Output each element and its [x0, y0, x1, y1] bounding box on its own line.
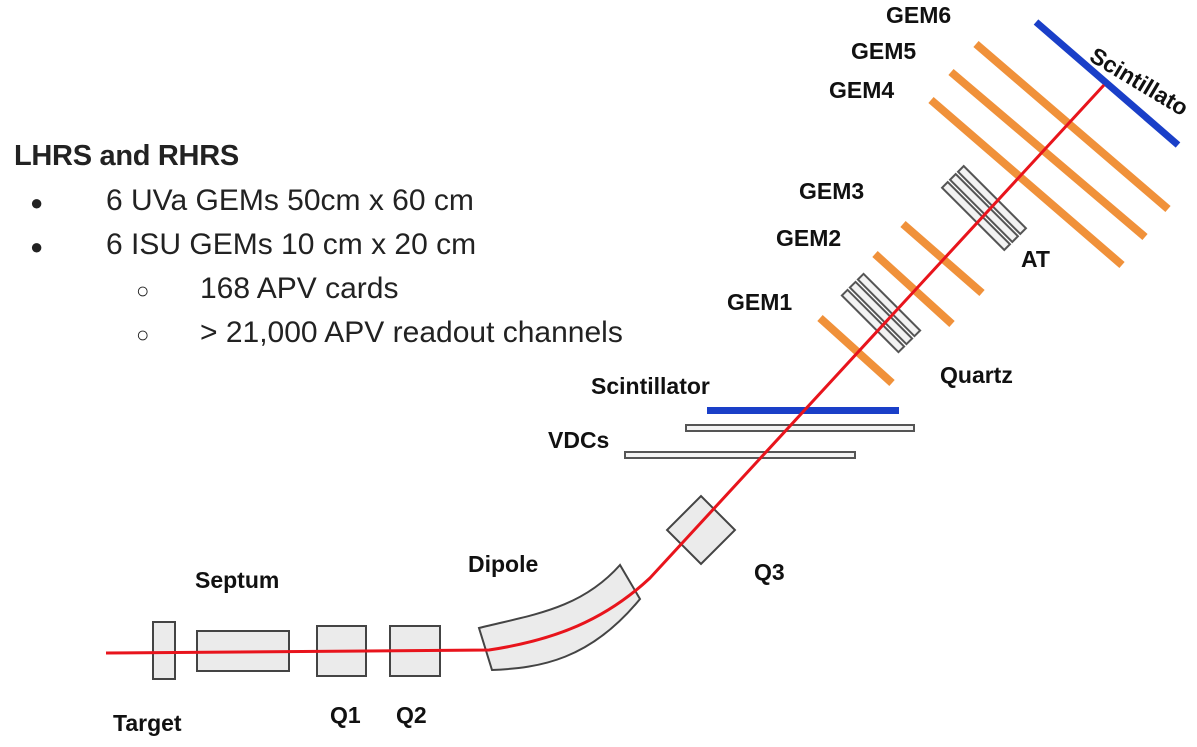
bullet-section: LHRS and RHRS ● 6 UVa GEMs 50cm x 60 cm …	[14, 140, 623, 349]
label-gem6: GEM6	[886, 2, 951, 28]
label-vdcs: VDCs	[548, 427, 609, 453]
label-dipole: Dipole	[468, 551, 538, 577]
gem2-plane	[872, 251, 955, 327]
section-heading: LHRS and RHRS	[14, 140, 239, 172]
label-target: Target	[113, 710, 182, 736]
label-scintillator-lower: Scintillator	[591, 373, 710, 399]
sub-bullet-text: > 21,000 APV readout channels	[200, 316, 623, 349]
scintillator-upper	[1033, 19, 1181, 148]
label-at: AT	[1021, 246, 1050, 272]
sub-bullet-text: 168 APV cards	[200, 272, 399, 305]
bullet-text: 6 UVa GEMs 50cm x 60 cm	[106, 184, 474, 217]
bullet-text: 6 ISU GEMs 10 cm x 20 cm	[106, 228, 477, 261]
sub-bullet-marker: ○	[136, 322, 150, 347]
label-q3: Q3	[754, 559, 785, 585]
gem1-plane	[817, 315, 895, 386]
sub-bullet-marker: ○	[136, 278, 150, 303]
q3-magnet	[665, 494, 737, 566]
label-gem2: GEM2	[776, 225, 841, 251]
label-septum: Septum	[195, 567, 279, 593]
label-gem4: GEM4	[829, 77, 894, 103]
bullet-marker: ●	[30, 190, 44, 215]
gem5-plane	[948, 68, 1148, 241]
label-gem1: GEM1	[727, 289, 792, 315]
beam-path	[105, 83, 1106, 655]
label-q1: Q1	[330, 702, 361, 728]
label-gem3: GEM3	[799, 178, 864, 204]
gem4-plane	[928, 96, 1125, 269]
at-detector	[940, 164, 1028, 252]
bullet-marker: ●	[30, 234, 44, 259]
quartz-detector	[840, 272, 922, 354]
vdc-plane-lower	[624, 451, 856, 459]
vdc-plane-upper	[685, 424, 915, 432]
label-quartz: Quartz	[940, 362, 1013, 388]
target-block	[152, 621, 176, 680]
label-q2: Q2	[396, 702, 427, 728]
gem6-plane	[973, 40, 1171, 213]
label-gem5: GEM5	[851, 38, 916, 64]
dipole-magnet	[477, 563, 642, 672]
